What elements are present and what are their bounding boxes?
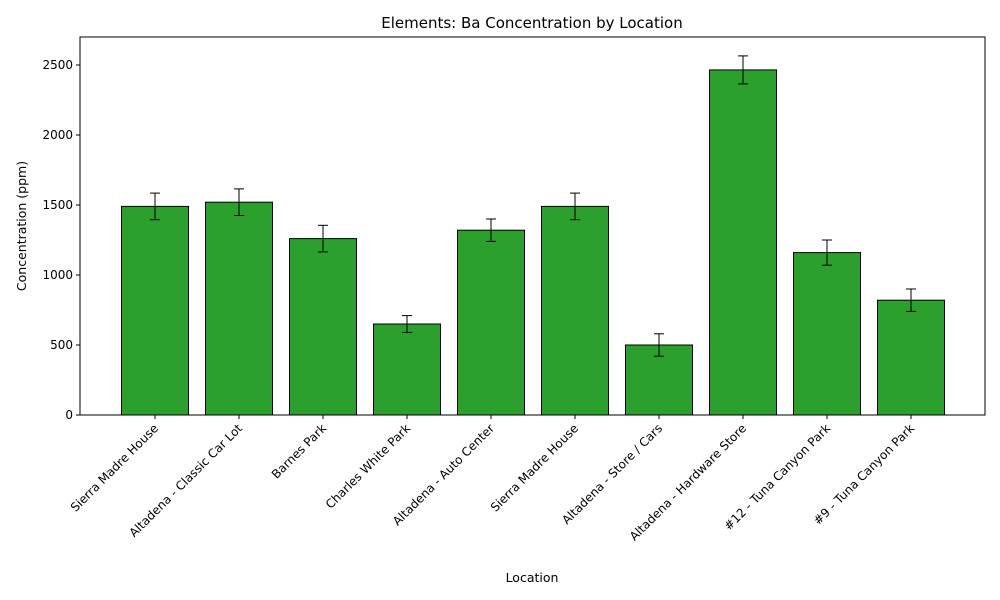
plot-frame: [79, 36, 986, 416]
y-tick-label: 0: [65, 408, 73, 422]
x-tick-label: Charles White Park: [323, 421, 413, 511]
bar: [793, 252, 861, 416]
x-axis-label: Location: [506, 570, 559, 585]
bar: [457, 229, 525, 416]
y-axis-label: Concentration (ppm): [14, 161, 29, 291]
bar: [877, 299, 945, 416]
bar: [709, 69, 777, 416]
bar: [541, 205, 609, 416]
x-tick-label: Sierra Madre House: [68, 421, 161, 514]
y-tick-label: 500: [50, 338, 73, 352]
x-tick-label: Sierra Madre House: [488, 421, 581, 514]
y-tick-label: 2000: [42, 128, 73, 142]
bar: [289, 238, 357, 416]
bars-group: [121, 69, 945, 416]
bar: [121, 205, 189, 416]
bar: [205, 201, 273, 416]
chart-title: Elements: Ba Concentration by Location: [381, 14, 682, 32]
error-bars-group: [150, 55, 916, 357]
bar: [373, 323, 441, 416]
y-axis: 0 500 1000 1500 2000 2500: [42, 58, 80, 422]
x-tick-label: Barnes Park: [269, 421, 329, 481]
y-tick-label: 1500: [42, 198, 73, 212]
y-tick-label: 2500: [42, 58, 73, 72]
y-tick-label: 1000: [42, 268, 73, 282]
